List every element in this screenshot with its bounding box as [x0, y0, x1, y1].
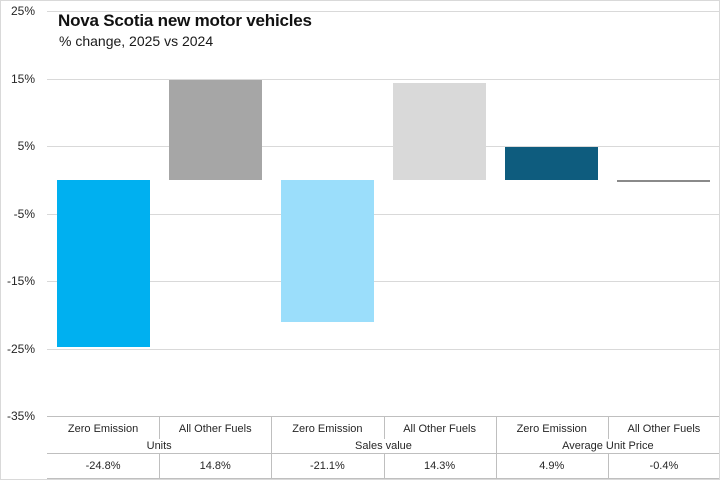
- category-label-all-other-fuels: All Other Fuels: [403, 423, 476, 435]
- axis-divider: [383, 453, 385, 478]
- chart-subtitle: % change, 2025 vs 2024: [59, 33, 214, 49]
- category-label-all-other-fuels: All Other Fuels: [178, 423, 252, 435]
- axis-divider: [159, 416, 161, 439]
- y-axis-tick-label: -5%: [13, 206, 35, 221]
- category-label-zero-emission: Zero Emission: [292, 423, 363, 435]
- group-label-units: Units: [146, 439, 172, 452]
- table-mid-line: [47, 453, 719, 454]
- gridline: [47, 11, 719, 12]
- axis-divider: [383, 416, 385, 439]
- y-axis-tick-label: -35%: [6, 409, 35, 423]
- axis-line: [47, 416, 719, 417]
- value-label-sales-value-zero-emission: -21.1%: [309, 460, 345, 472]
- axis-divider: [271, 416, 273, 453]
- bar-zero-emission-units: [56, 179, 150, 348]
- bar-zero-emission-sales-value: [280, 179, 374, 323]
- bar-zero-emission-average-unit-price: [505, 146, 599, 180]
- gridline: [47, 213, 719, 215]
- category-label-zero-emission: Zero Emission: [67, 423, 139, 435]
- chart-title: Nova Scotia new motor vehicles: [58, 11, 312, 30]
- y-axis-tick-label: -15%: [6, 274, 35, 288]
- y-axis-tick-label: 15%: [10, 71, 35, 86]
- axis-divider: [607, 453, 609, 478]
- y-axis-tick-label: 25%: [10, 4, 35, 18]
- bar-all-other-fuels-sales-value: [393, 83, 487, 180]
- value-label-units-zero-emission: -24.8%: [85, 460, 121, 472]
- value-label-average-unit-price-all-other-fuels: -0.4%: [649, 460, 679, 472]
- value-label-average-unit-price-zero-emission: 4.9%: [539, 460, 565, 472]
- group-label-sales-value: Sales value: [355, 439, 412, 452]
- gridline: [47, 146, 719, 147]
- axis-divider: [495, 453, 497, 478]
- y-axis-tick-label: 5%: [17, 139, 35, 153]
- gridline: [47, 281, 719, 282]
- table-bottom-line: [47, 478, 719, 479]
- gridline: [47, 348, 719, 350]
- bar-all-other-fuels-average-unit-price: [617, 179, 711, 183]
- axis-divider: [607, 416, 609, 439]
- group-label-average-unit-price: Average Unit Price: [562, 439, 654, 452]
- axis-divider: [271, 453, 273, 478]
- bar-all-other-fuels-units: [168, 79, 262, 180]
- axis-divider: [495, 416, 497, 453]
- value-label-sales-value-all-other-fuels: 14.3%: [423, 460, 456, 472]
- value-label-units-all-other-fuels: 14.8%: [199, 460, 231, 472]
- category-label-zero-emission: Zero Emission: [516, 423, 587, 435]
- y-axis-tick-label: -25%: [6, 341, 35, 356]
- axis-divider: [159, 453, 161, 478]
- category-label-all-other-fuels: All Other Fuels: [627, 423, 701, 435]
- gridline: [47, 78, 719, 80]
